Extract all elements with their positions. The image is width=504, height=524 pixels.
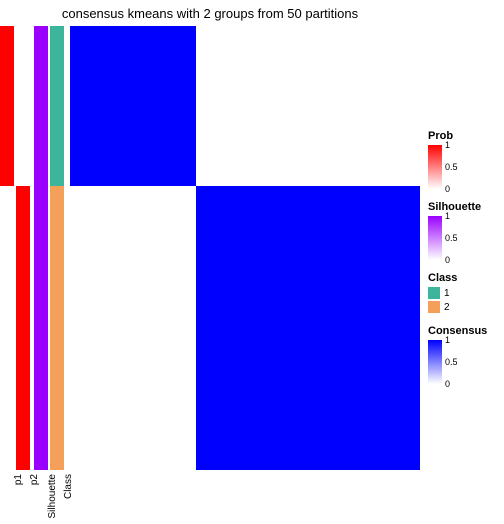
colorbar (428, 145, 442, 189)
legend-Silhouette: Silhouette10.50 (428, 201, 500, 260)
swatch-label: 2 (444, 302, 450, 313)
axis-label-Class: Class (63, 474, 74, 524)
annot-seg (50, 26, 64, 186)
legend-Prob: Prob10.50 (428, 130, 500, 189)
legend-Consensus: Consensus10.50 (428, 325, 500, 384)
swatch-label: 1 (444, 288, 450, 299)
tick: 0 (445, 256, 450, 265)
swatch (428, 301, 440, 313)
tick: 1 (445, 212, 450, 221)
tick: 0.5 (445, 358, 458, 367)
annot-seg (16, 186, 30, 470)
annot-seg (34, 26, 48, 470)
tick: 1 (445, 141, 450, 150)
legend-title: Class (428, 272, 500, 284)
axis-label-p2: p2 (29, 474, 40, 524)
legend-title: Consensus (428, 325, 500, 337)
legends: Prob10.50Silhouette10.50Class12Consensus… (428, 130, 500, 396)
annot-seg (50, 186, 64, 470)
annot-col-p2 (16, 26, 30, 470)
annot-col-p1 (0, 26, 14, 470)
chart-title: consensus kmeans with 2 groups from 50 p… (0, 6, 420, 21)
tick: 1 (445, 336, 450, 345)
tick: 0 (445, 185, 450, 194)
annot-seg (0, 186, 14, 470)
colorbar (428, 216, 442, 260)
tick: 0.5 (445, 163, 458, 172)
plot-area (0, 26, 420, 470)
annot-seg (16, 26, 30, 186)
tick: 0.5 (445, 234, 458, 243)
heatmap-block (196, 186, 420, 470)
legend-Class: Class 1 2 (428, 272, 500, 313)
axis-label-Silhouette: Silhouette (47, 474, 58, 524)
legend-title: Prob (428, 130, 500, 142)
annot-col-Silhouette (34, 26, 48, 470)
tick: 0 (445, 380, 450, 389)
legend-item: 1 (428, 287, 500, 299)
legend-item: 2 (428, 301, 500, 313)
colorbar (428, 340, 442, 384)
axis-label-p1: p1 (13, 474, 24, 524)
annot-col-Class (50, 26, 64, 470)
consensus-heatmap (70, 26, 420, 470)
swatch (428, 287, 440, 299)
annot-seg (0, 26, 14, 186)
legend-title: Silhouette (428, 201, 500, 213)
heatmap-block (70, 26, 196, 186)
